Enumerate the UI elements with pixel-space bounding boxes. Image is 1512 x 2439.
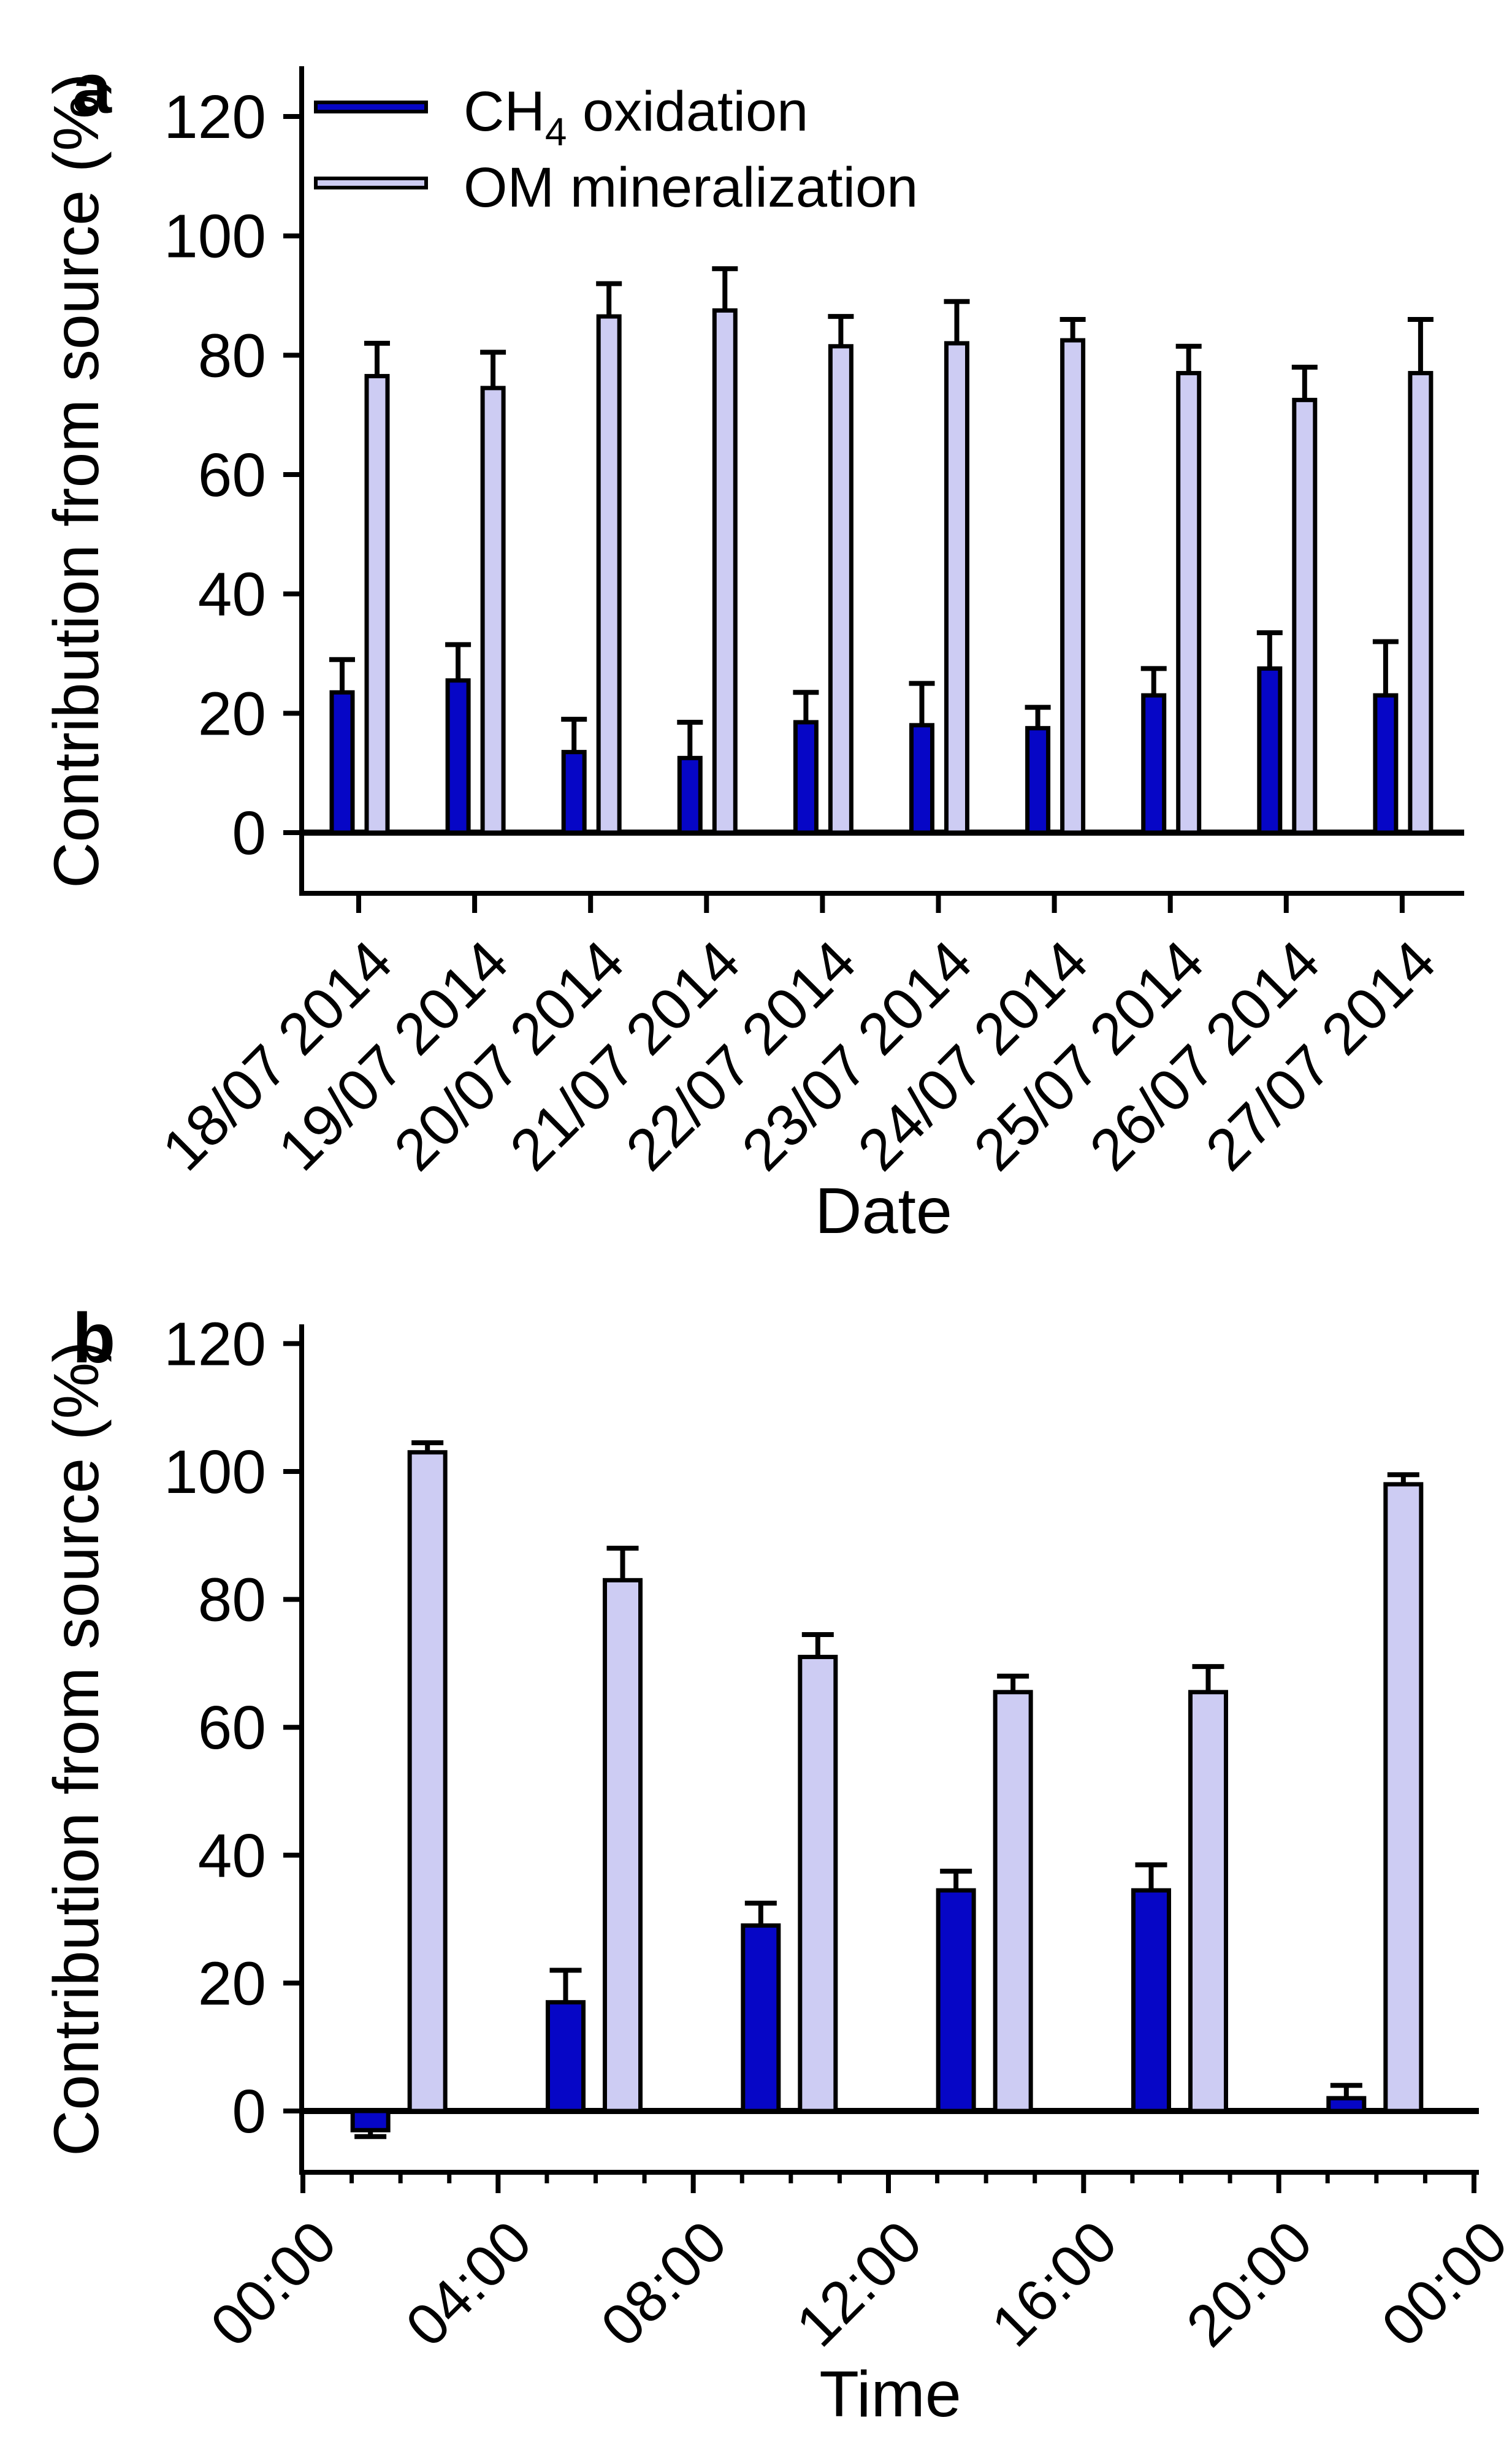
x-tick-label: 12:00: [784, 2208, 934, 2359]
bar-ch4-oxidation: [936, 1888, 976, 2113]
bar-ch4-oxidation: [741, 1923, 781, 2113]
bar-om-mineralization: [1188, 1690, 1228, 2113]
chart-svg-panel-b: 0 20 40 60 80 100 120 00:00 04:00 08:00 12:00 16:00…: [164, 1310, 1512, 2359]
bar-om-mineralization: [596, 314, 622, 835]
bar-om-mineralization: [828, 344, 853, 835]
legend-label-ch4-oxidation: CH4 oxidation: [464, 77, 808, 166]
legend-subscript: 4: [544, 110, 567, 154]
bar-ch4-oxidation: [1131, 1888, 1171, 2113]
legend-text: oxidation: [567, 80, 809, 143]
legend-label-om-mineralization: OM mineralization: [464, 153, 918, 222]
y-tick-label: 40: [198, 1822, 266, 1890]
bar-om-mineralization: [364, 373, 390, 835]
bar-ch4-oxidation: [350, 2109, 391, 2132]
bar-ch4-oxidation: [793, 720, 819, 835]
y-tick-label: 80: [198, 321, 266, 390]
bar-ch4-oxidation: [1257, 666, 1283, 835]
bar-om-mineralization: [993, 1690, 1033, 2113]
bar-om-mineralization: [407, 1450, 448, 2113]
bar-om-mineralization: [480, 386, 506, 835]
bar-om-mineralization: [1383, 1482, 1424, 2113]
y-tick-label: 120: [164, 1310, 266, 1378]
legend-text: CH: [464, 80, 545, 143]
bar-om-mineralization: [602, 1578, 643, 2113]
y-tick-label: 120: [164, 83, 266, 151]
x-tick-label: 00:00: [198, 2208, 349, 2359]
bar-ch4-oxidation: [677, 755, 703, 835]
x-tick-label: 00:00: [1369, 2208, 1512, 2359]
bar-om-mineralization: [798, 1654, 838, 2113]
x-tick-label: 04:00: [394, 2208, 544, 2359]
bar-om-mineralization: [944, 341, 969, 835]
bar-ch4-oxidation: [1326, 2096, 1367, 2113]
y-tick-label: 0: [232, 2077, 266, 2146]
y-tick-label: 20: [198, 1949, 266, 2018]
panel-a-label: a: [72, 50, 112, 128]
legend-swatch-ch4-oxidation: [314, 101, 428, 113]
bar-ch4-oxidation: [329, 690, 355, 835]
x-tick-label: 20:00: [1174, 2208, 1325, 2359]
bar-ch4-oxidation: [1025, 726, 1051, 835]
panel-b-x-axis-title: Time: [819, 2358, 961, 2430]
bar-ch4-oxidation: [1141, 693, 1167, 835]
x-tick-label: 08:00: [589, 2208, 739, 2359]
x-tick-label: 16:00: [979, 2208, 1130, 2359]
bar-om-mineralization: [1176, 371, 1202, 835]
bar-om-mineralization: [1292, 397, 1318, 835]
y-tick-label: 0: [232, 799, 266, 868]
y-tick-label: 60: [198, 441, 266, 510]
legend-text: OM mineralization: [464, 156, 918, 219]
panel-a-x-axis-title: Date: [815, 1175, 952, 1247]
legend-swatch-om-mineralization: [314, 177, 428, 189]
bar-ch4-oxidation: [445, 678, 471, 835]
bar-ch4-oxidation: [545, 2000, 586, 2113]
y-tick-label: 20: [198, 679, 266, 748]
bar-om-mineralization: [1408, 371, 1434, 835]
y-tick-label: 100: [164, 202, 266, 271]
y-tick-label: 60: [198, 1693, 266, 1762]
bar-ch4-oxidation: [909, 723, 934, 835]
y-tick-label: 80: [198, 1566, 266, 1635]
bar-ch4-oxidation: [1373, 693, 1399, 835]
bar-ch4-oxidation: [561, 750, 587, 835]
y-tick-label: 40: [198, 560, 266, 629]
panel-b-label: b: [72, 1299, 116, 1378]
y-tick-label: 100: [164, 1438, 266, 1506]
bar-om-mineralization: [1060, 338, 1086, 835]
bar-om-mineralization: [712, 308, 738, 835]
